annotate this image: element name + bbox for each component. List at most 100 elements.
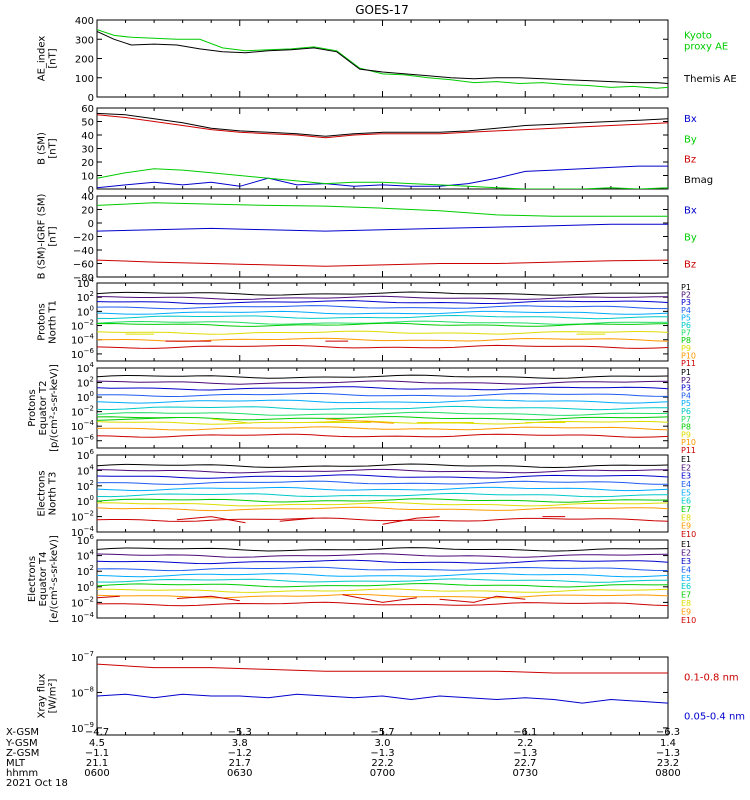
legend-label: P10 <box>681 351 696 360</box>
x-axis-value: 22.2 <box>371 758 393 769</box>
series-line-e4 <box>97 566 668 572</box>
legend-label: P7 <box>681 415 691 424</box>
x-axis-value: 0700 <box>370 768 395 779</box>
x-axis-value: 3.8 <box>232 738 248 749</box>
series-line-e3 <box>97 474 668 479</box>
y-axis-label: North T1 <box>48 300 59 344</box>
y-axis-label: [nT] <box>48 48 59 68</box>
x-axis-value: 2.2 <box>517 738 533 749</box>
x-axis-value: 21.1 <box>86 758 108 769</box>
y-tick-label: 10−2 <box>71 595 94 609</box>
segment-e10 <box>279 517 315 522</box>
series-line-e7 <box>97 582 668 588</box>
y-tick-exponent: −4 <box>84 611 95 619</box>
legend-label: Bmag <box>684 175 713 186</box>
legend-label: P2 <box>681 376 691 385</box>
series-line-p5 <box>97 399 668 404</box>
y-tick-label: 100 <box>77 304 94 318</box>
series-line-p9 <box>97 420 668 425</box>
series-line-p8 <box>97 416 668 421</box>
series-line-0-05-0-4-nm <box>97 693 668 704</box>
series-line-p5 <box>97 310 668 315</box>
series-line-e2 <box>97 468 668 474</box>
y-tick-exponent: 0 <box>90 390 94 398</box>
legend-label: Bx <box>684 206 697 217</box>
series-line-p2 <box>97 380 668 385</box>
legend-label: P1 <box>681 368 691 377</box>
series-line-e10 <box>97 601 668 607</box>
x-axis-value: 1.4 <box>660 738 676 749</box>
segment-e10 <box>382 516 440 525</box>
y-axis-label: [p/(cm²-s-sr-keV)] <box>49 364 60 452</box>
legend-label: Bz <box>684 155 696 166</box>
panel-b_igrf: 40 20 0 −20 −40 −60 −80 B (SM)-IGRF (SM) [nT] Bx B… <box>37 192 697 284</box>
legend-label: P11 <box>681 446 696 455</box>
y-tick-exponent: 2 <box>90 479 94 487</box>
series-line-e8 <box>97 588 668 593</box>
x-axis-value: 3.0 <box>375 738 391 749</box>
y-tick-label: 100 <box>75 74 94 85</box>
series-line-p1 <box>97 374 668 379</box>
x-axis-row-label: Y-GSM <box>5 738 38 749</box>
legend-label: Bx <box>684 114 697 125</box>
legend-label: E5 <box>681 574 691 583</box>
y-axis-label: North T3 <box>48 472 59 516</box>
y-tick-label: 50 <box>81 118 94 129</box>
y-axis-label: B (SM) <box>37 132 48 165</box>
segment-e10 <box>97 595 120 599</box>
y-tick-label: 102 <box>77 479 94 493</box>
series-line-0-1-0-8-nm <box>97 663 668 674</box>
legend-label: E2 <box>681 548 691 557</box>
series-line-e1 <box>97 463 668 469</box>
x-axis-value: 0630 <box>227 768 252 779</box>
series-line-p11 <box>97 344 668 349</box>
series-line-e6 <box>97 578 668 583</box>
legend-label: E1 <box>681 455 691 464</box>
x-axis-row-label: Z-GSM <box>6 748 39 759</box>
legend-label: E7 <box>681 505 691 514</box>
legend-label: By <box>684 134 697 145</box>
legend-label: P3 <box>681 384 691 393</box>
series-line-e1 <box>97 547 668 552</box>
y-tick-exponent: 0 <box>90 494 94 502</box>
y-tick-label: 106 <box>77 533 95 547</box>
legend-label: Themis AE <box>683 74 737 85</box>
y-axis-label: Protons <box>37 303 48 340</box>
y-tick-label: 100 <box>77 390 94 404</box>
y-tick-label: 0 <box>88 219 94 230</box>
legend-label: 0.1-0.8 nm <box>684 673 739 684</box>
y-tick-label: 0 <box>88 93 94 104</box>
y-tick-exponent: 6 <box>90 533 95 541</box>
y-tick-label: 20 <box>81 206 94 217</box>
legend-label: E10 <box>681 616 696 625</box>
segment-p10 <box>325 418 394 424</box>
series-line-p9 <box>97 330 668 335</box>
y-tick-label: 10 <box>81 172 94 183</box>
series-line-p6 <box>97 314 668 320</box>
panel-frame <box>96 539 669 619</box>
legend-label: P6 <box>681 407 691 416</box>
series-line-by <box>97 168 668 189</box>
y-tick-label: 100 <box>77 580 94 594</box>
y-tick-label: 100 <box>77 494 94 508</box>
y-axis-label: Xray flux <box>37 674 48 719</box>
legend-label: By <box>684 233 697 244</box>
y-tick-exponent: −2 <box>84 405 94 413</box>
legend-label: E5 <box>681 488 691 497</box>
legend-label: P3 <box>681 298 691 307</box>
x-axis-value: −1.1 <box>85 748 109 759</box>
legend-label: E8 <box>681 599 691 608</box>
y-tick-label: 300 <box>75 35 94 46</box>
y-tick-label: 10−8 <box>71 685 94 699</box>
series-line-bx <box>97 165 668 189</box>
x-axis-value: −6.1 <box>513 727 537 738</box>
y-tick-label: −40 <box>73 246 94 257</box>
y-axis-label: Equator T4 <box>38 552 49 607</box>
legend-label: E9 <box>681 608 691 617</box>
x-axis-row-label: X-GSM <box>6 727 39 738</box>
